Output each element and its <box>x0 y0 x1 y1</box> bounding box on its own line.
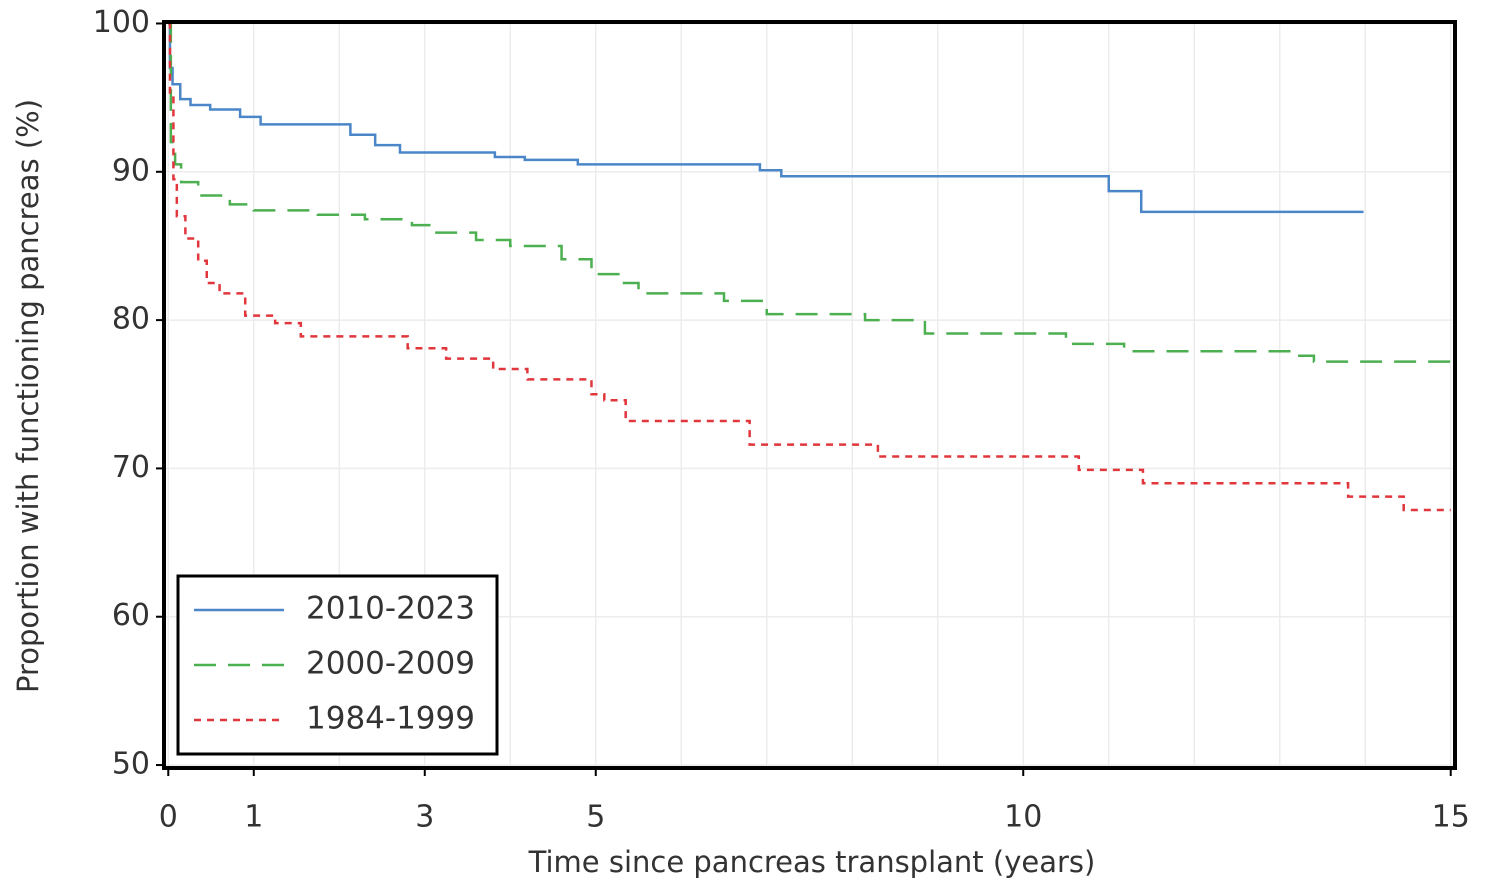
legend-box <box>176 574 499 756</box>
series-line <box>168 22 1451 363</box>
y-tick-label: 80 <box>112 302 150 337</box>
y-tick-label: 90 <box>112 153 150 188</box>
x-tick-label: 1 <box>244 800 263 835</box>
y-tick-label: 70 <box>112 450 150 485</box>
y-tick-label: 50 <box>112 747 150 782</box>
plot-frame <box>162 20 1457 770</box>
legend-label: 2000-2009 <box>306 646 475 682</box>
y-tick-label: 100 <box>93 5 150 40</box>
series-line <box>168 22 1364 214</box>
x-tick-label: 3 <box>415 800 434 835</box>
y-tick-label: 60 <box>112 598 150 633</box>
x-tick-label: 5 <box>586 800 605 835</box>
y-axis-label: Proportion with functioning pancreas (%) <box>11 99 45 693</box>
legend-label: 2010-2023 <box>306 591 475 627</box>
legend-label: 1984-1999 <box>306 701 475 737</box>
x-tick-label: 10 <box>1004 800 1042 835</box>
series-line <box>168 22 1451 512</box>
x-tick-label: 15 <box>1432 800 1470 835</box>
x-axis-label: Time since pancreas transplant (years) <box>528 845 1096 879</box>
x-tick-label: 0 <box>159 800 178 835</box>
